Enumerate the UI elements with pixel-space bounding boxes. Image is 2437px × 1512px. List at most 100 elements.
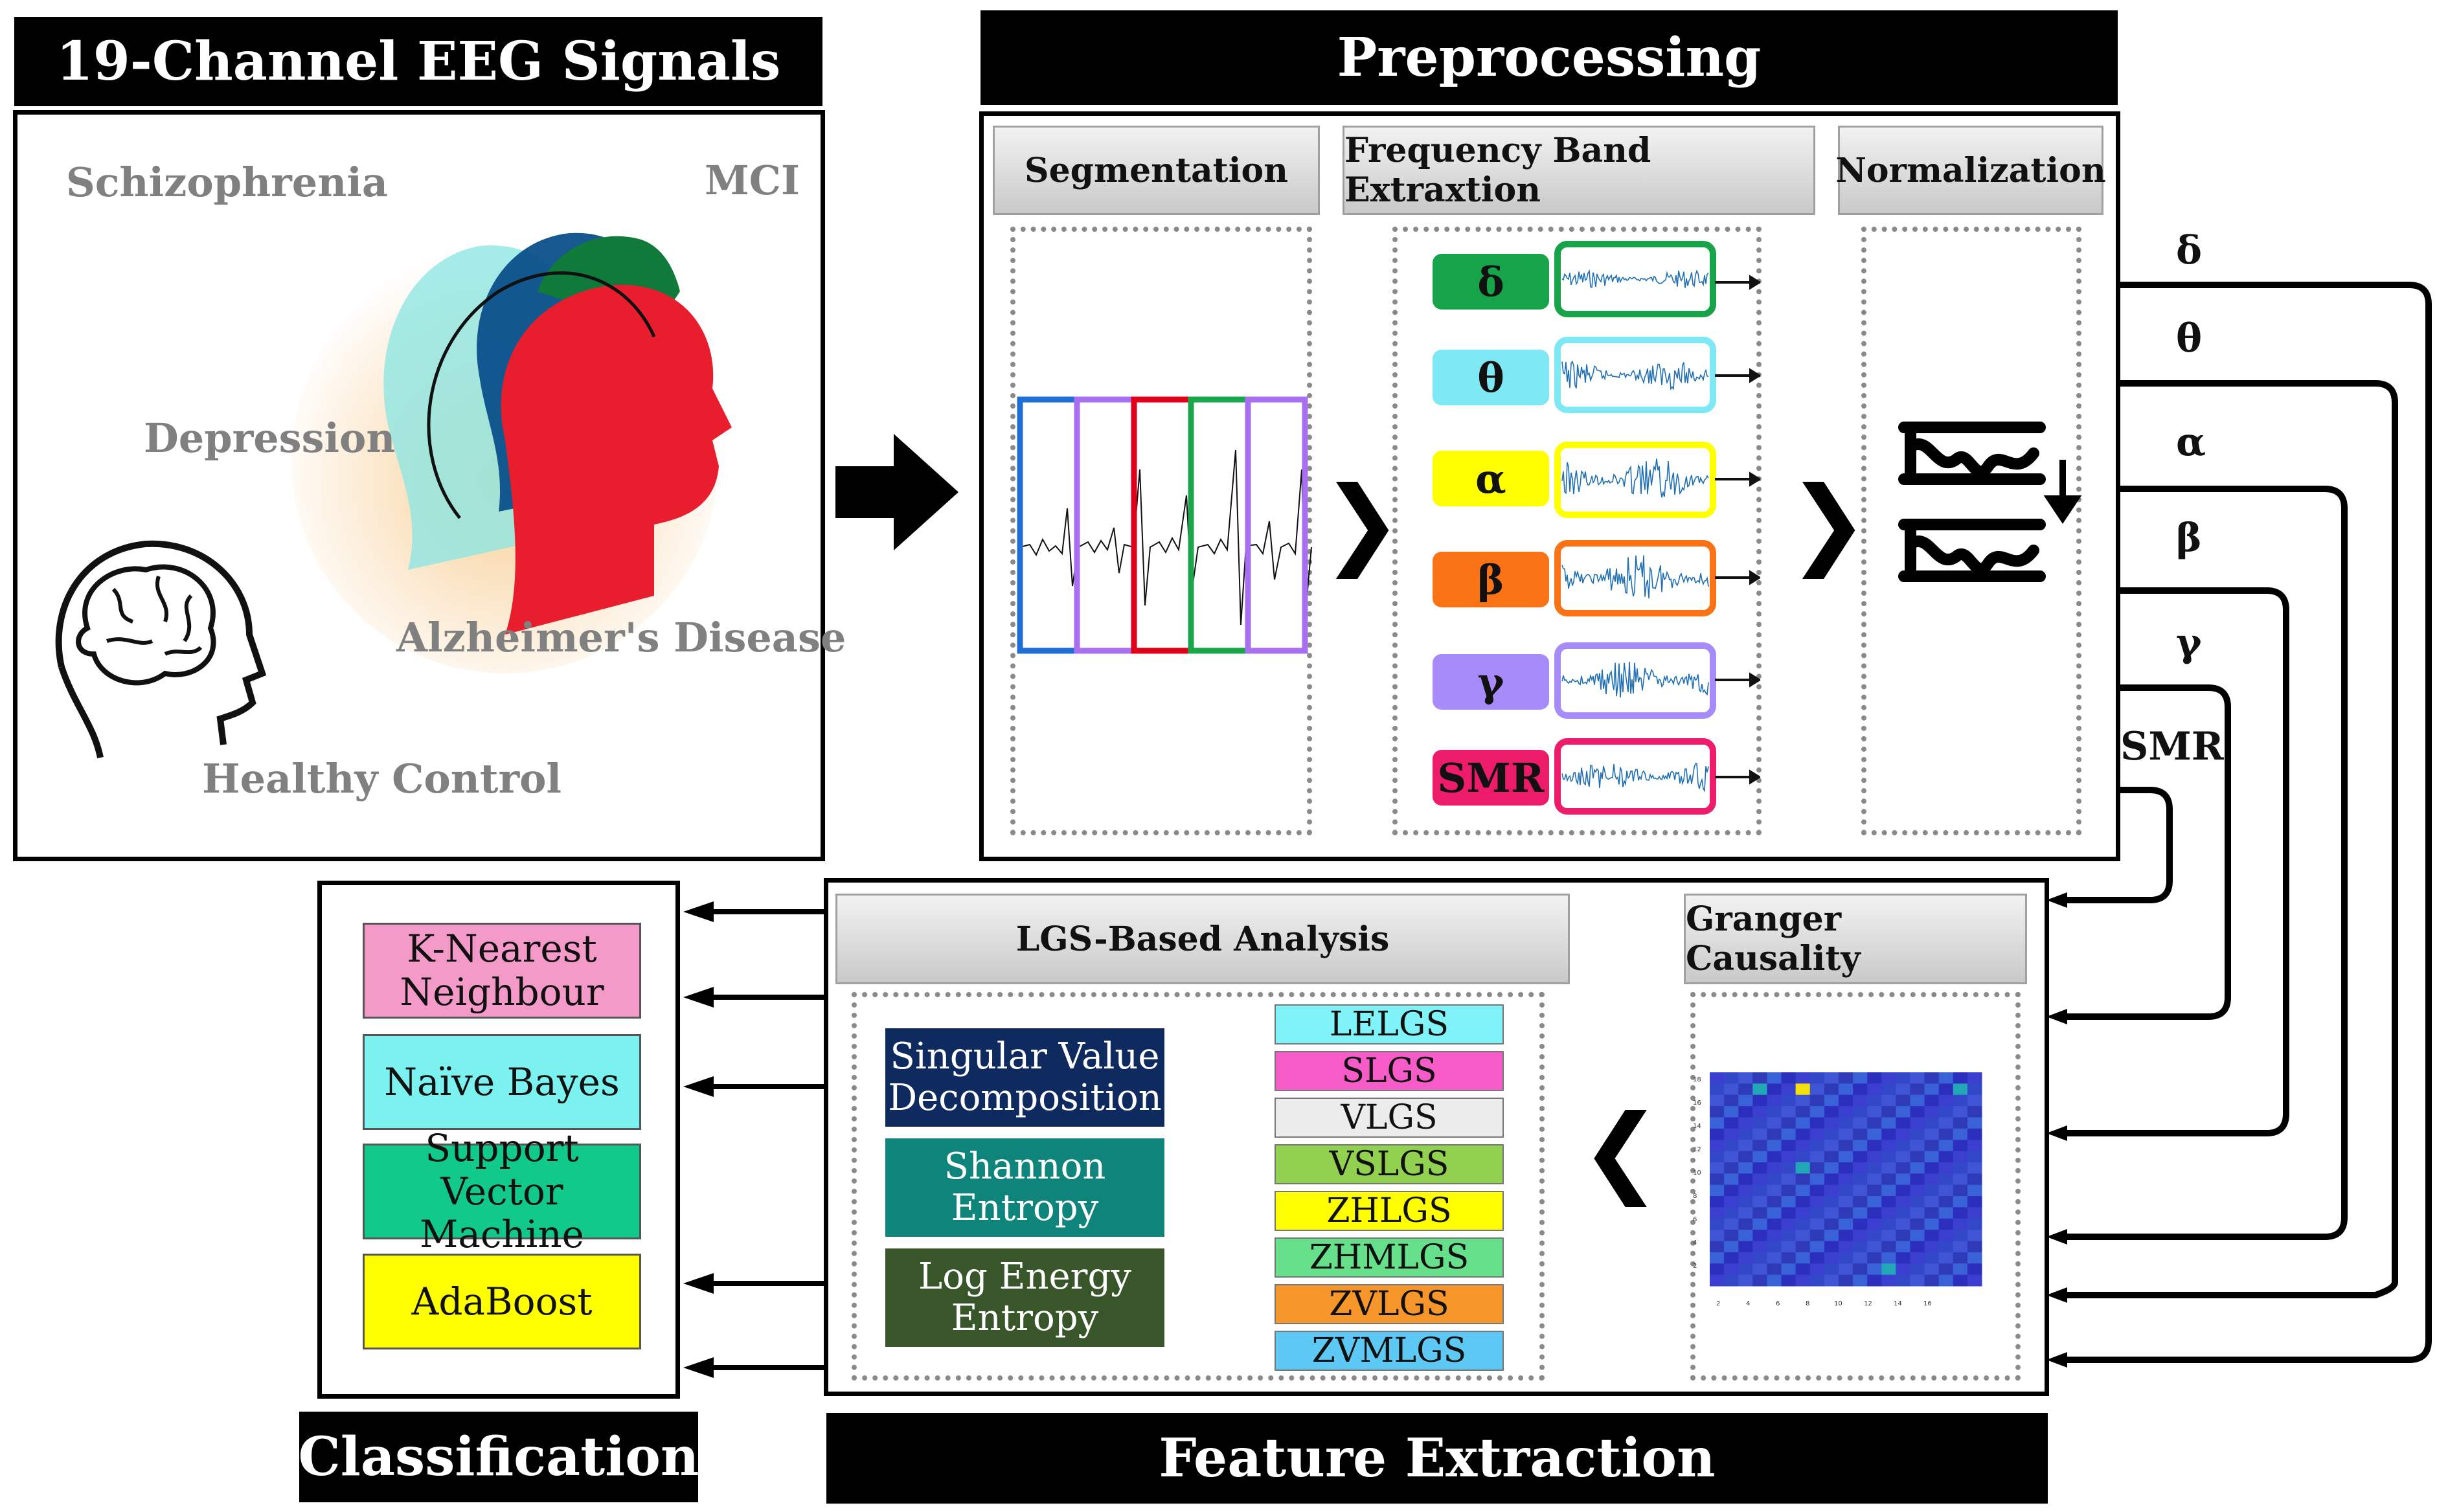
heatmap-cell xyxy=(1924,1218,1940,1230)
heatmap-cell xyxy=(1924,1274,1940,1287)
feature-shannon-line1: Shannon xyxy=(944,1145,1106,1188)
heatmap-cell xyxy=(1795,1184,1811,1197)
x-tick-10: 10 xyxy=(1834,1300,1842,1307)
heatmap-cell xyxy=(1767,1173,1782,1186)
heatmap-cell xyxy=(1967,1128,1982,1140)
heatmap-cell xyxy=(1867,1241,1882,1253)
classifier-naive-bayes: Naïve Bayes xyxy=(363,1034,641,1130)
heatmap-cell xyxy=(1896,1151,1910,1163)
heatmap-cell xyxy=(1710,1218,1725,1230)
granger-causality-header: Granger Causality xyxy=(1684,894,2027,984)
feature-extraction-section-title: Feature Extraction xyxy=(826,1413,2048,1504)
heatmap-cell xyxy=(1953,1252,1968,1264)
heatmap-cell xyxy=(1824,1230,1839,1242)
x-tick-16: 16 xyxy=(1923,1300,1932,1307)
heatmap-cell xyxy=(1795,1252,1811,1264)
output-label-alpha: α xyxy=(2176,420,2206,465)
heatmap-cell xyxy=(1867,1128,1882,1140)
wave-theta xyxy=(1554,337,1716,413)
heatmap-cell xyxy=(1924,1128,1940,1140)
heatmap-cell xyxy=(1953,1263,1968,1276)
heatmap-cell xyxy=(1838,1106,1853,1118)
heatmap-cell xyxy=(1809,1162,1825,1174)
heatmap-cell xyxy=(1795,1151,1811,1163)
heatmap-cell xyxy=(1781,1151,1797,1163)
heatmap-cell xyxy=(1896,1230,1910,1242)
heatmap-cell xyxy=(1724,1140,1739,1152)
heatmap-cell xyxy=(1924,1072,1940,1084)
classifier-nb-line1: Naïve Bayes xyxy=(384,1059,620,1104)
heatmap-cell xyxy=(1838,1207,1853,1219)
band-gamma: γ xyxy=(1433,654,1549,710)
heatmap-cell xyxy=(1752,1151,1767,1163)
heatmap-cell xyxy=(1752,1230,1767,1242)
heatmap-cell xyxy=(1795,1274,1811,1287)
wave-theta-trace xyxy=(1561,360,1709,390)
main-right-arrow xyxy=(835,434,958,550)
heatmap-cell xyxy=(1910,1106,1925,1118)
heatmap-cell xyxy=(1838,1263,1853,1276)
heatmap-cell xyxy=(1910,1128,1925,1140)
heatmap-cell xyxy=(1809,1072,1825,1084)
heatmap-cell xyxy=(1795,1106,1811,1118)
heatmap-cell xyxy=(1767,1274,1782,1287)
heatmap-cell xyxy=(1953,1173,1968,1186)
band-extraction-header: Frequency Band Extraxtion xyxy=(1343,126,1815,215)
heatmap-cell xyxy=(1710,1196,1725,1208)
band-delta: δ xyxy=(1433,254,1549,310)
normalization-area xyxy=(1861,227,2081,835)
heatmap-cell xyxy=(1853,1241,1868,1253)
heatmap-cell xyxy=(1752,1128,1767,1140)
heatmap-cell xyxy=(1953,1128,1968,1140)
heatmap-cell xyxy=(1809,1207,1825,1219)
heatmap-cell xyxy=(1781,1207,1797,1219)
heatmap-cell xyxy=(1853,1173,1868,1186)
heatmap-cell xyxy=(1938,1151,1954,1163)
x-tick-14: 14 xyxy=(1894,1300,1902,1307)
heatmap-cell xyxy=(1724,1274,1739,1287)
heatmap-cell xyxy=(1795,1072,1811,1084)
heatmap-cell xyxy=(1824,1094,1839,1107)
heatmap-cell xyxy=(1795,1241,1811,1253)
heatmap-cell xyxy=(1938,1274,1954,1287)
heatmap-cell xyxy=(1738,1072,1753,1084)
heatmap-cell xyxy=(1738,1140,1753,1152)
heatmap-cell xyxy=(1881,1274,1896,1287)
band-theta: θ xyxy=(1433,350,1549,405)
graph-type-vslgs: VSLGS xyxy=(1275,1144,1504,1184)
heatmap-cell xyxy=(1881,1173,1896,1186)
heatmap-cell xyxy=(1781,1184,1797,1197)
graph-type-zvlgs: ZVLGS xyxy=(1275,1284,1504,1324)
heatmap-cell xyxy=(1924,1263,1940,1276)
heatmap-cell xyxy=(1795,1162,1811,1174)
y-tick-14: 14 xyxy=(1693,1123,1701,1130)
heatmap-cell xyxy=(1824,1140,1839,1152)
heatmap-cell xyxy=(1910,1207,1925,1219)
heatmap-cell xyxy=(1881,1207,1896,1219)
heatmap-cell xyxy=(1767,1072,1782,1084)
heatmap-cell xyxy=(1738,1252,1753,1264)
heatmap-cell xyxy=(1924,1207,1940,1219)
eeg-section-title: 19-Channel EEG Signals xyxy=(14,17,822,106)
heatmap-cell xyxy=(1824,1128,1839,1140)
heatmap-cell xyxy=(1809,1263,1825,1276)
heatmap-cell xyxy=(1867,1196,1882,1208)
heatmap-cell xyxy=(1809,1083,1825,1096)
heatmap-cell xyxy=(1781,1128,1797,1140)
heatmap-cell xyxy=(1853,1106,1868,1118)
heatmap-cell xyxy=(1752,1252,1767,1264)
heatmap-cell xyxy=(1967,1207,1982,1219)
heatmap-cell xyxy=(1738,1230,1753,1242)
heatmap-cell xyxy=(1724,1252,1739,1264)
heatmap-cell xyxy=(1767,1252,1782,1264)
heatmap-cell xyxy=(1967,1083,1982,1096)
heatmap-cell xyxy=(1881,1072,1896,1084)
graph-type-lelgs: LELGS xyxy=(1275,1004,1504,1044)
heatmap-cell xyxy=(1795,1117,1811,1129)
heatmap-cell xyxy=(1938,1263,1954,1276)
heatmap-cell xyxy=(1910,1094,1925,1107)
heatmap-cell xyxy=(1710,1173,1725,1186)
heatmap-cell xyxy=(1924,1117,1940,1129)
heatmap-cell xyxy=(1967,1263,1982,1276)
heatmap-cell xyxy=(1795,1230,1811,1242)
